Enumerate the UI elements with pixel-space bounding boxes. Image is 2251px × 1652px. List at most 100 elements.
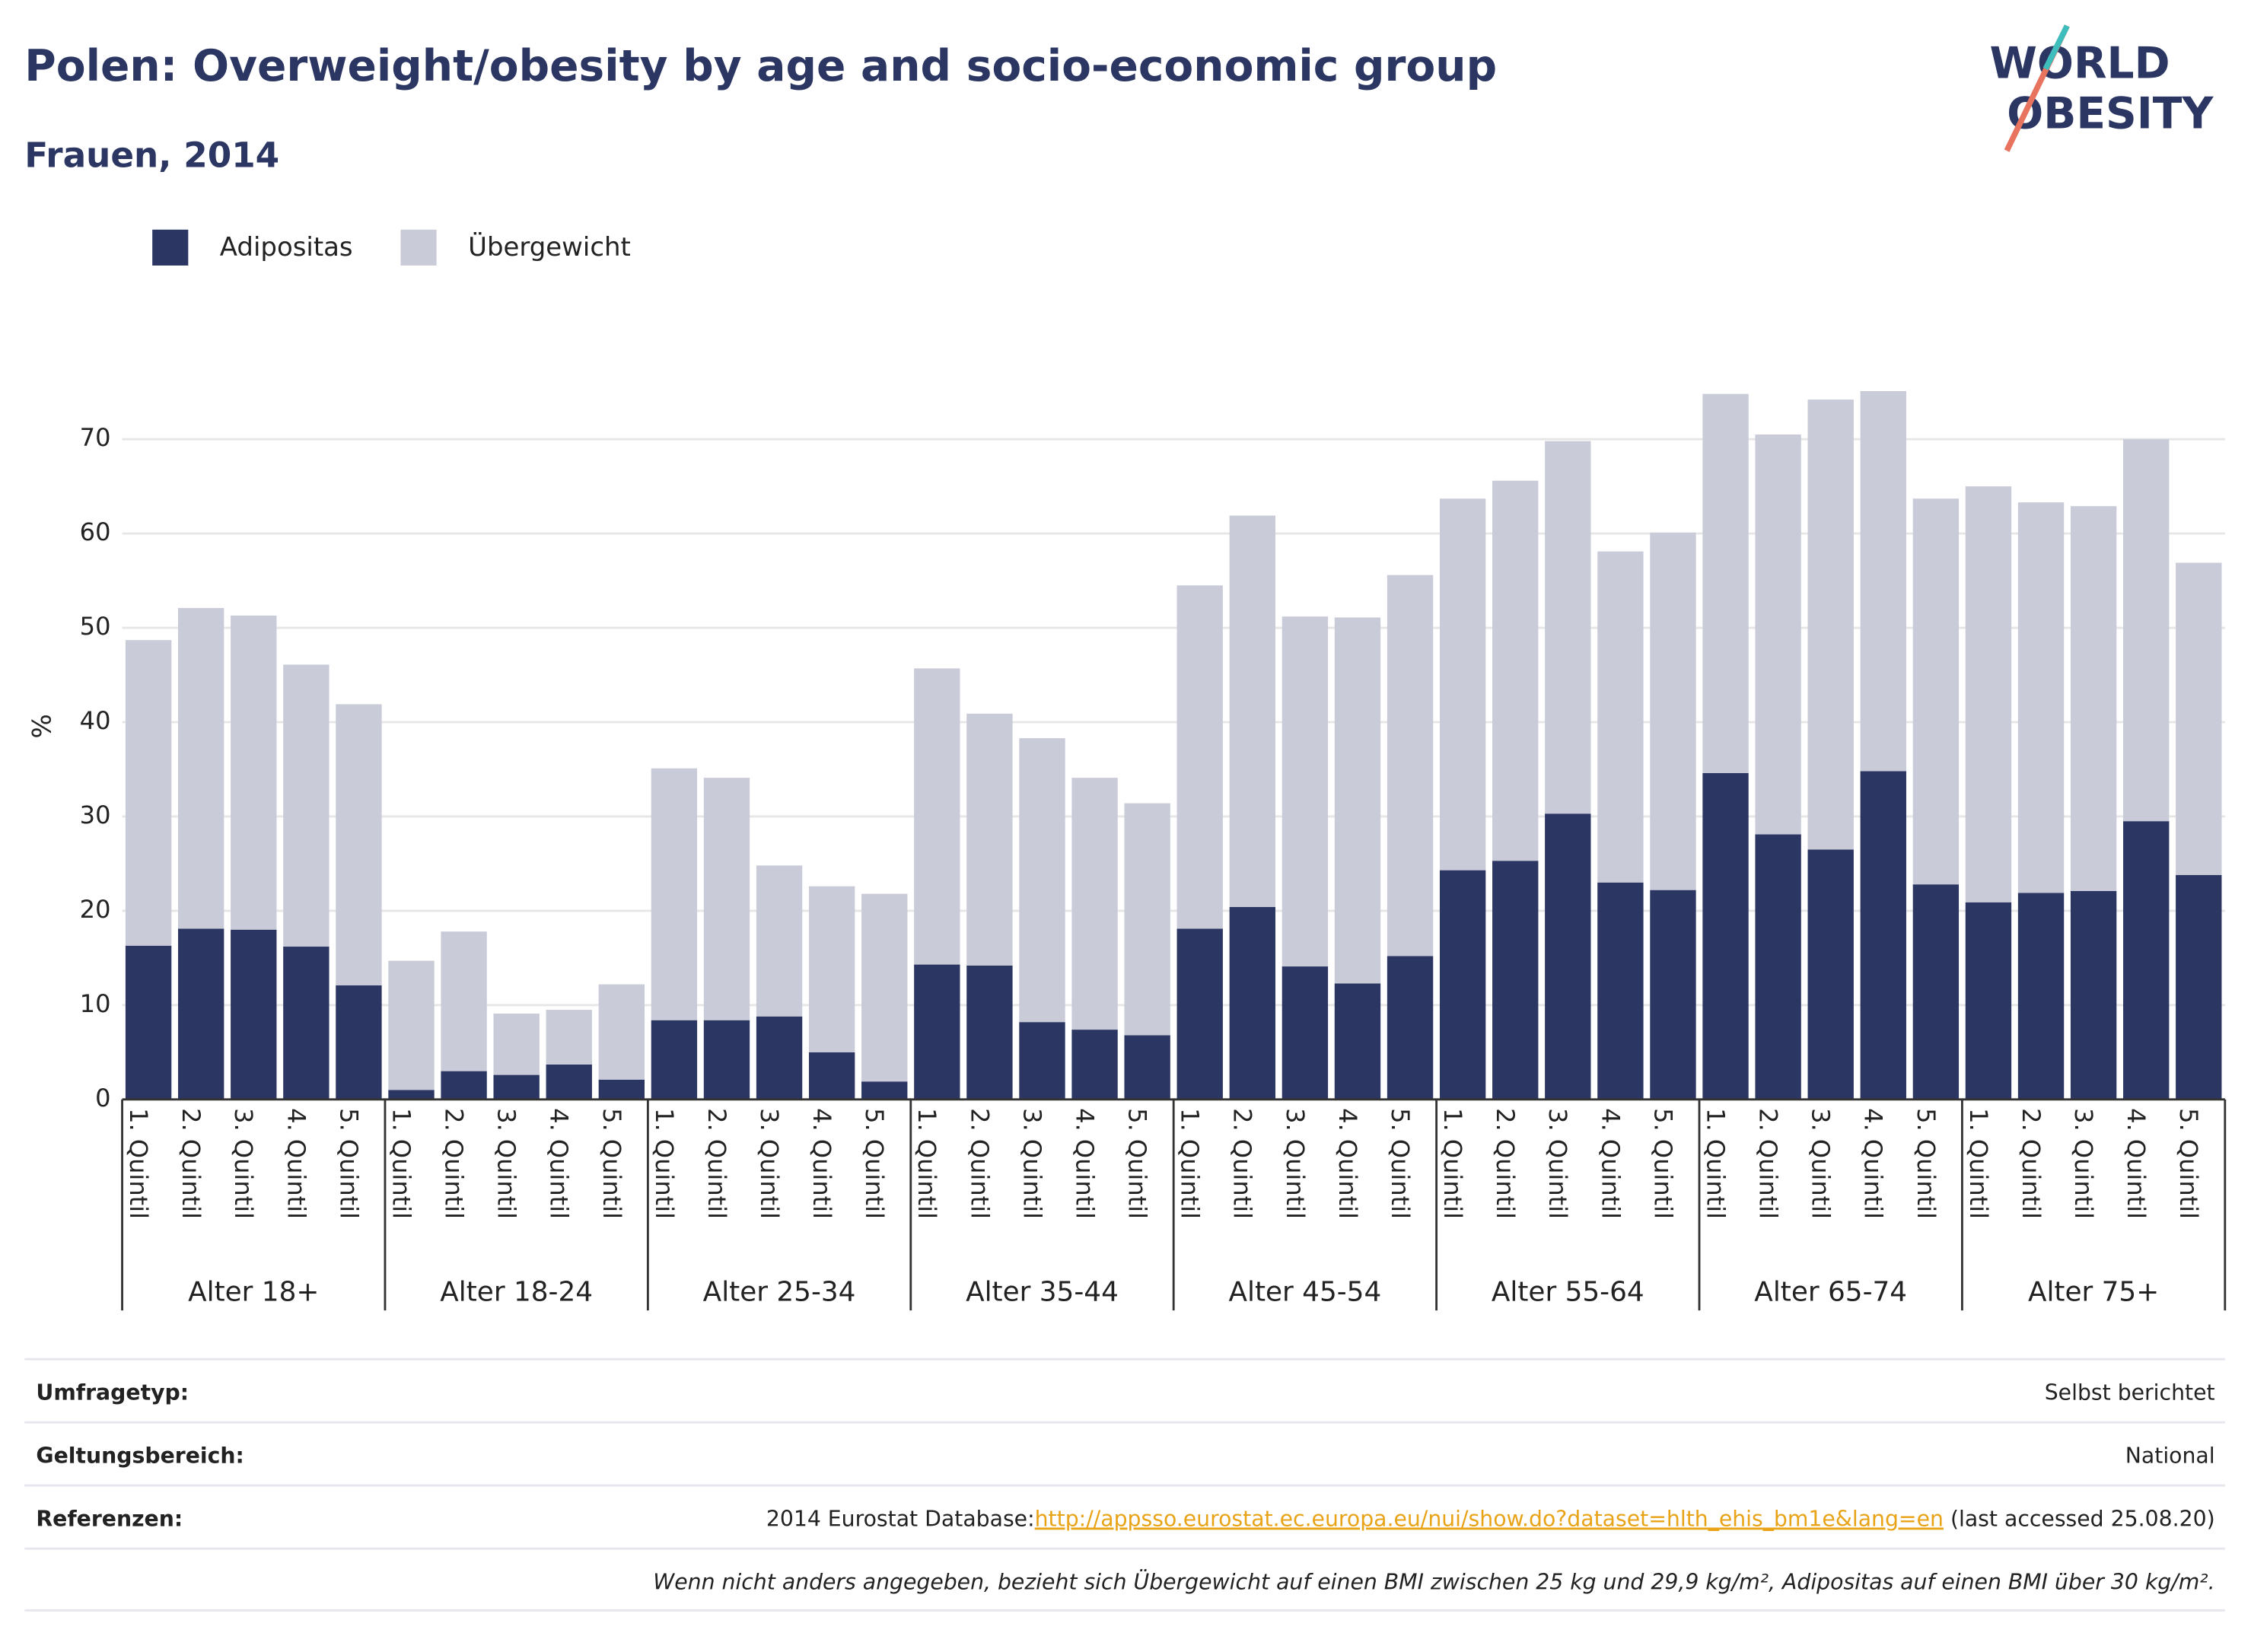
bar-segment [388, 1090, 435, 1100]
x-tick-label: 5. Quintil [1386, 1108, 1415, 1219]
bar-segment [1755, 834, 1801, 1100]
footer-note: Wenn nicht anders angegeben, bezieht sic… [653, 1568, 2214, 1594]
group-label: Alter 18+ [188, 1276, 319, 1307]
reference-link[interactable]: http://appsso.eurostat.ec.europa.eu/nui/… [1035, 1506, 1944, 1531]
bar-segment [1807, 849, 1854, 1100]
logo-slash [2042, 24, 2070, 71]
y-tick-label: 60 [80, 517, 111, 546]
bar-segment [1965, 486, 2012, 902]
bar-segment [2176, 874, 2222, 1100]
group-label: Alter 35-44 [966, 1276, 1119, 1307]
x-tick-label: 1. Quintil [912, 1108, 941, 1219]
x-tick-label: 1. Quintil [1176, 1108, 1205, 1219]
x-tick-label: 2. Quintil [1754, 1108, 1783, 1219]
logo-text: WORLD [1989, 38, 2170, 88]
footer-value: 2014 Eurostat Database:http://appsso.eur… [766, 1506, 2215, 1531]
x-tick-label: 4. Quintil [2122, 1108, 2151, 1219]
legend-label: Übergewicht [468, 231, 631, 263]
bar-segment [1439, 498, 1486, 871]
bar-segment [336, 985, 382, 1100]
bar-segment [1439, 870, 1486, 1100]
footer-label: Umfragetyp: [36, 1380, 189, 1405]
bar-segment [966, 965, 1013, 1100]
bar-segment [125, 945, 172, 1100]
bar-segment [1597, 551, 1644, 883]
bar-segment [1912, 884, 1960, 1100]
x-tick-label: 3. Quintil [1543, 1108, 1572, 1219]
bar-segment [441, 1071, 487, 1100]
bar-segment [703, 778, 750, 1020]
footer-value: Selbst berichtet [2045, 1380, 2215, 1405]
bar-segment [1492, 480, 1539, 861]
bar-segment [546, 1010, 592, 1065]
x-tick-label: 2. Quintil [702, 1108, 731, 1219]
bar-segment [1176, 585, 1223, 929]
x-tick-label: 1. Quintil [1701, 1108, 1730, 1219]
x-tick-label: 4. Quintil [545, 1108, 574, 1219]
bar-segment [336, 704, 382, 985]
bar-segment [1545, 441, 1591, 814]
bar-segment [1019, 1022, 1065, 1100]
bar-segment [1229, 515, 1275, 907]
bar-segment [1387, 956, 1434, 1100]
x-tick-label: 3. Quintil [1017, 1108, 1046, 1219]
bar-segment [1282, 616, 1329, 967]
bar-segment [808, 1052, 855, 1100]
bar-segment [914, 964, 960, 1100]
chart-subtitle: Frauen, 2014 [24, 135, 279, 175]
footer-label: Geltungsbereich: [36, 1443, 244, 1468]
y-tick-label: 40 [80, 706, 111, 735]
bar-segment [2123, 821, 2170, 1100]
x-tick-label: 3. Quintil [2069, 1108, 2098, 1219]
group-label: Alter 25-34 [703, 1276, 856, 1307]
x-tick-label: 1. Quintil [124, 1108, 153, 1219]
bar-segment [1229, 906, 1275, 1100]
x-tick-label: 4. Quintil [282, 1108, 310, 1219]
bar-segment [861, 1081, 908, 1100]
bar-segment [861, 893, 908, 1082]
bar-segment [231, 929, 277, 1100]
bar-segment [546, 1064, 592, 1100]
bar-segment [1334, 617, 1381, 984]
x-tick-label: 5. Quintil [1912, 1108, 1941, 1219]
bar-segment [2017, 502, 2065, 893]
x-tick-label: 1. Quintil [387, 1108, 415, 1219]
bar-segment [1650, 532, 1696, 890]
bar-segment [2176, 562, 2222, 875]
group-label: Alter 18-24 [440, 1276, 593, 1307]
x-tick-label: 5. Quintil [597, 1108, 626, 1219]
bar-segment [125, 640, 172, 946]
y-tick-label: 0 [95, 1084, 110, 1112]
x-tick-label: 2. Quintil [2017, 1108, 2046, 1219]
bar-segment [914, 668, 960, 965]
x-tick-label: 3. Quintil [492, 1108, 521, 1219]
x-tick-label: 2. Quintil [439, 1108, 468, 1219]
x-tick-label: 3. Quintil [1281, 1108, 1310, 1219]
x-tick-label: 4. Quintil [807, 1108, 836, 1219]
bar-segment [703, 1020, 750, 1100]
reference-text: (last accessed 25.08.20) [1944, 1506, 2215, 1531]
bar-segment [1755, 434, 1801, 835]
legend-label: Adipositas [220, 232, 353, 263]
x-tick-label: 2. Quintil [177, 1108, 205, 1219]
bar-segment [2123, 439, 2170, 822]
footer-value: National [2125, 1443, 2215, 1468]
bar-segment [1650, 890, 1696, 1100]
bar-segment [808, 886, 855, 1052]
bar-segment [2017, 893, 2065, 1100]
bar-segment [1860, 390, 1906, 772]
y-axis-label: % [27, 714, 57, 738]
group-label: Alter 75+ [2028, 1276, 2159, 1307]
bar-segment [283, 664, 330, 947]
bar-segment [1702, 772, 1749, 1100]
x-tick-label: 1. Quintil [1964, 1108, 1993, 1219]
x-tick-label: 3. Quintil [229, 1108, 258, 1219]
bar-segment [1071, 1030, 1118, 1100]
bar-segment [1334, 983, 1381, 1100]
x-tick-label: 4. Quintil [1333, 1108, 1362, 1219]
footer-label: Referenzen: [36, 1506, 183, 1531]
x-tick-label: 3. Quintil [755, 1108, 784, 1219]
logo-text: OBESITY [2007, 88, 2214, 138]
